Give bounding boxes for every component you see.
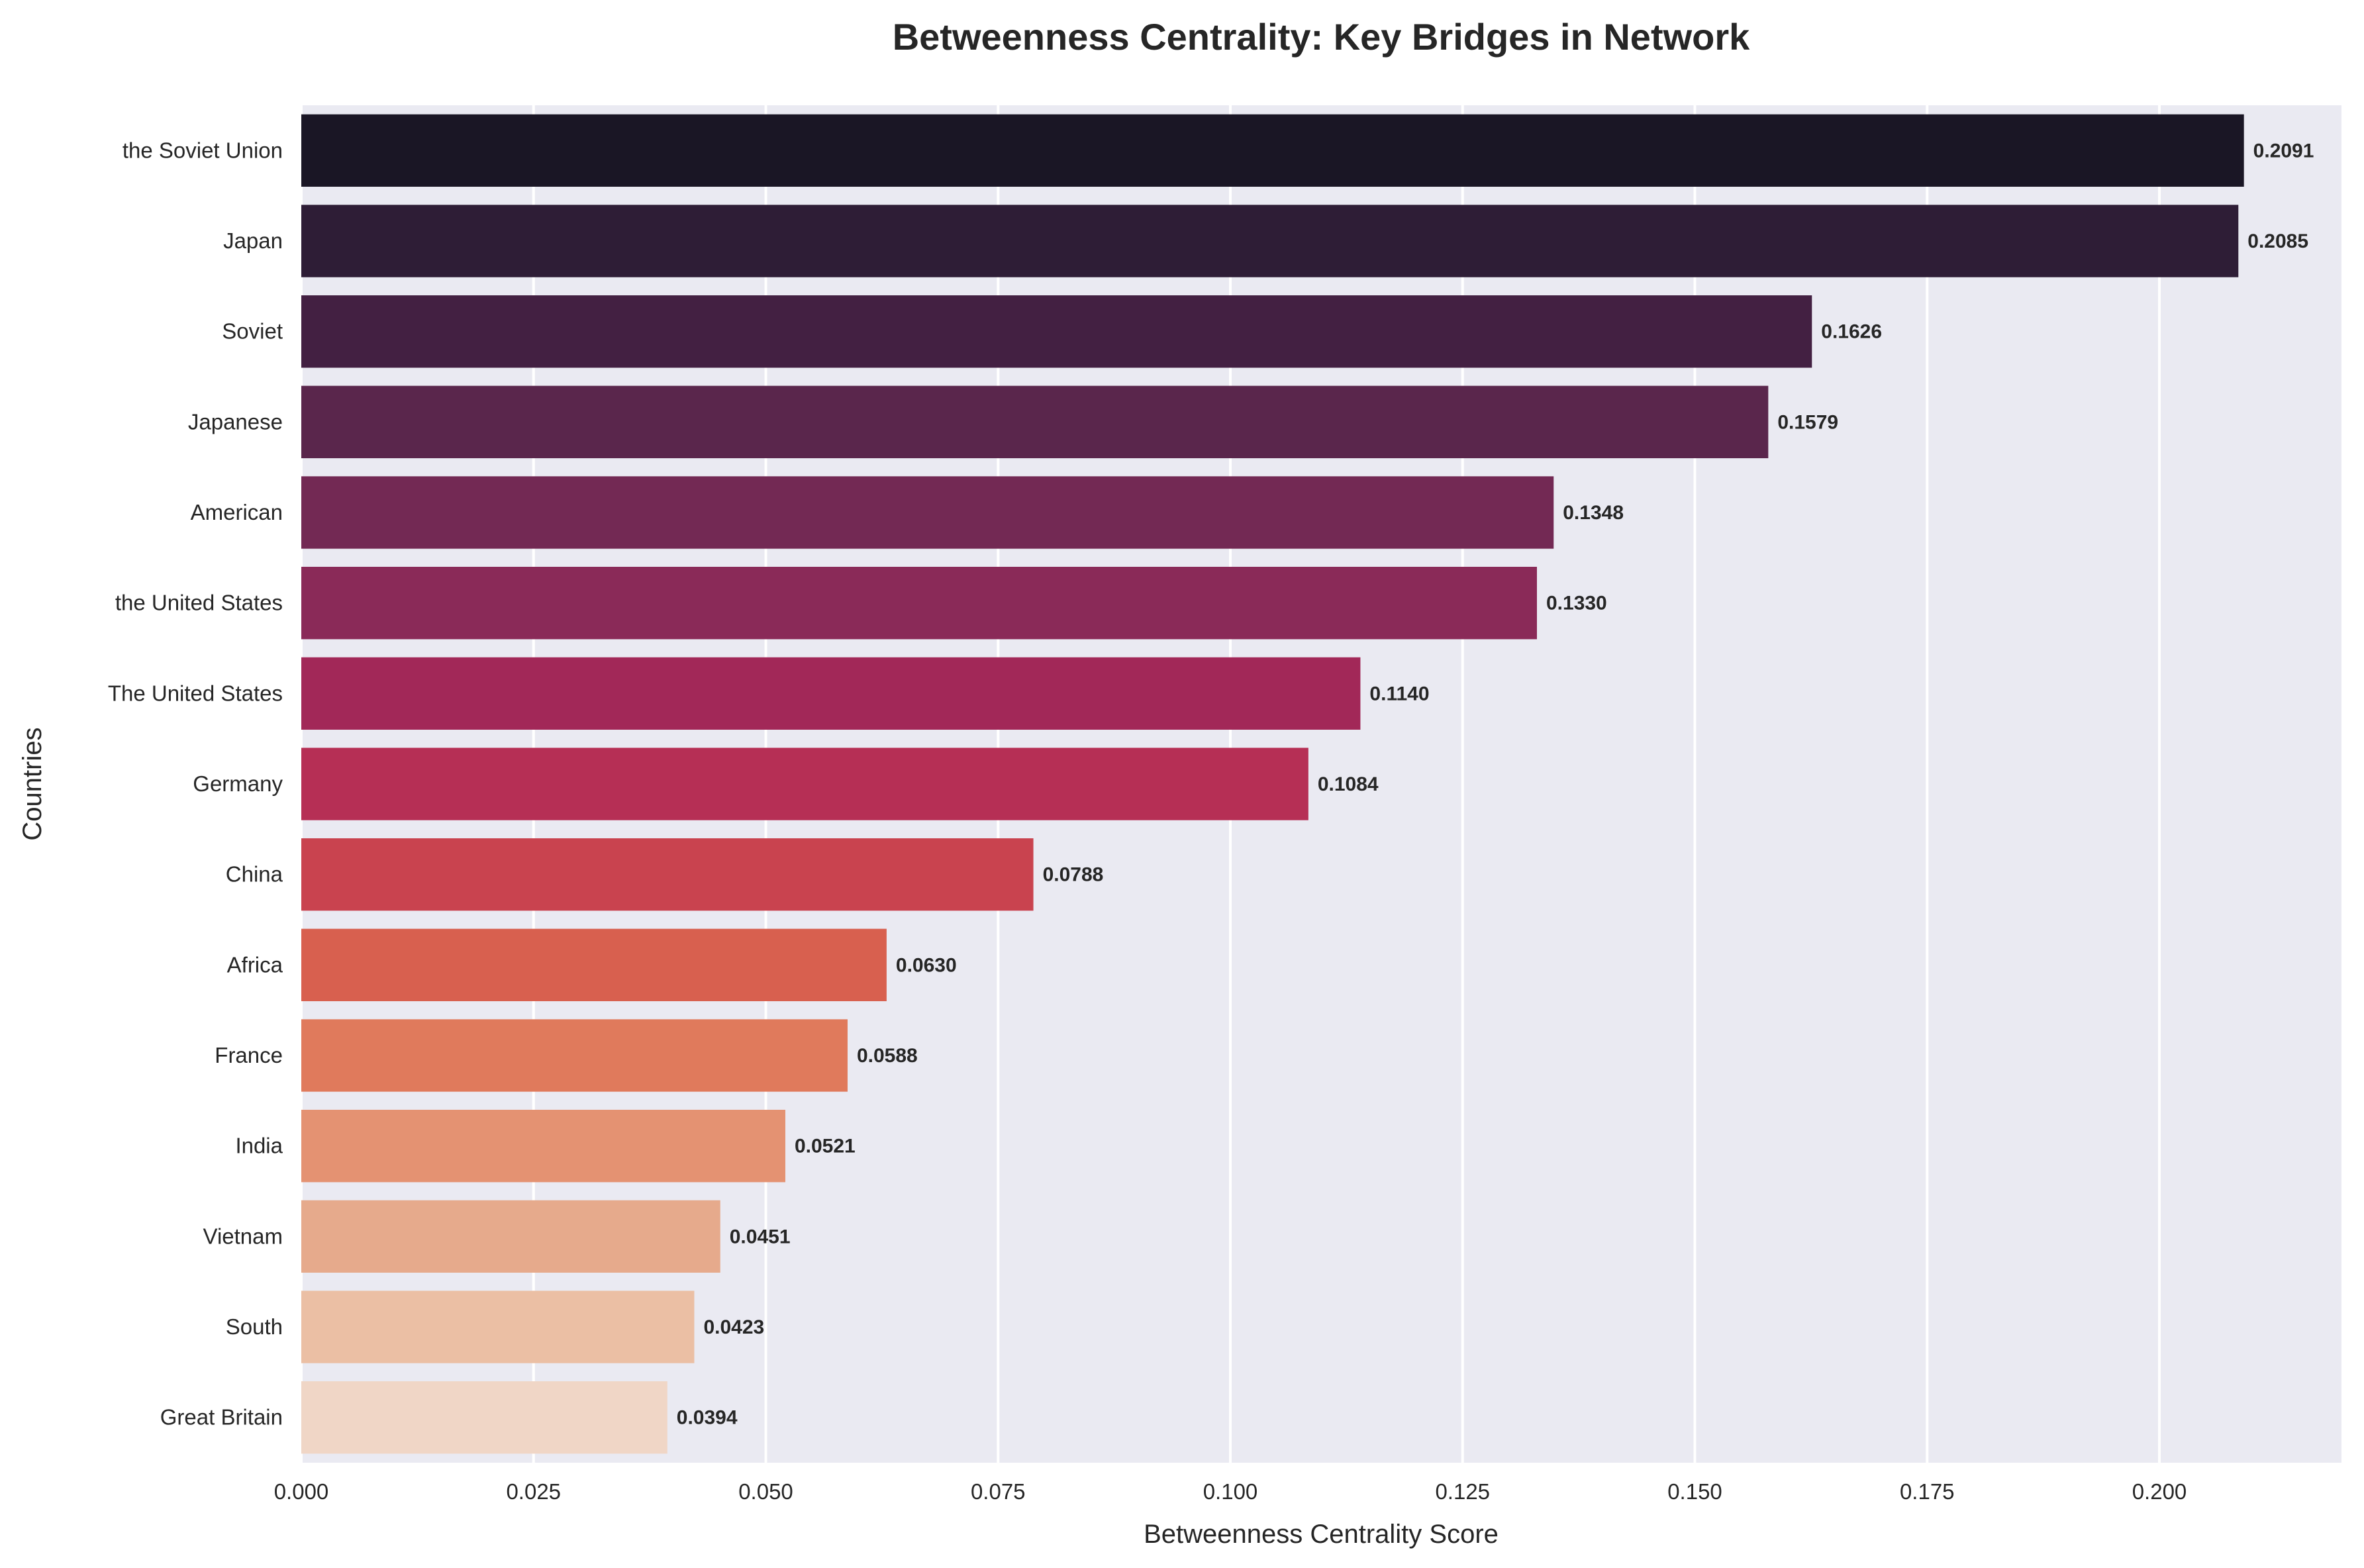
value-label: 0.1140 — [1369, 683, 1429, 705]
y-tick-label: American — [191, 500, 283, 524]
bar — [301, 1291, 695, 1363]
x-tick-label: 0.075 — [971, 1479, 1026, 1504]
x-tick-label: 0.050 — [738, 1479, 793, 1504]
bar — [301, 1110, 785, 1183]
value-label: 0.1626 — [1821, 321, 1882, 343]
y-tick-label: Africa — [227, 952, 283, 977]
bar — [301, 476, 1554, 549]
x-tick-label: 0.175 — [1900, 1479, 1955, 1504]
value-label: 0.1330 — [1546, 593, 1607, 614]
x-tick-label: 0.025 — [506, 1479, 561, 1504]
bar — [301, 748, 1308, 820]
y-tick-label: Great Britain — [160, 1405, 283, 1430]
bar — [301, 205, 2239, 277]
y-tick-label: Germany — [193, 771, 283, 796]
bar — [301, 657, 1361, 730]
y-tick-label: South — [226, 1314, 283, 1339]
y-tick-label: France — [215, 1043, 283, 1067]
bar — [301, 295, 1812, 368]
value-label: 0.0451 — [730, 1226, 791, 1248]
bar — [301, 114, 2244, 187]
bar — [301, 928, 887, 1001]
value-label: 0.0630 — [896, 954, 957, 976]
bar — [301, 1019, 848, 1092]
x-tick-label: 0.200 — [2132, 1479, 2187, 1504]
y-tick-label: China — [226, 862, 283, 887]
value-label: 0.2091 — [2253, 140, 2314, 162]
y-tick-label: India — [235, 1134, 283, 1158]
chart-title: Betweenness Centrality: Key Bridges in N… — [893, 16, 1750, 58]
x-tick-label: 0.125 — [1435, 1479, 1490, 1504]
x-tick-label: 0.150 — [1667, 1479, 1722, 1504]
bar — [301, 838, 1034, 911]
x-tick-label: 0.000 — [274, 1479, 329, 1504]
bar — [301, 385, 1769, 458]
y-tick-label: the Soviet Union — [123, 138, 283, 162]
x-axis-label: Betweenness Centrality Score — [1144, 1520, 1499, 1549]
value-label: 0.1084 — [1318, 773, 1379, 795]
bar — [301, 567, 1537, 640]
value-label: 0.0521 — [795, 1136, 856, 1157]
y-tick-label: Japan — [223, 228, 283, 253]
y-tick-label: Japanese — [188, 409, 283, 434]
bar — [301, 1381, 667, 1454]
y-tick-label: Soviet — [222, 319, 283, 344]
y-axis-label: Countries — [18, 727, 47, 840]
y-tick-label: The United States — [108, 681, 283, 705]
bar — [301, 1200, 720, 1273]
value-label: 0.0588 — [857, 1045, 918, 1067]
value-label: 0.0788 — [1043, 864, 1104, 886]
value-label: 0.2085 — [2247, 230, 2308, 252]
value-label: 0.0394 — [677, 1407, 738, 1429]
y-tick-label: the United States — [115, 591, 283, 615]
value-label: 0.1348 — [1563, 502, 1624, 524]
y-tick-label: Vietnam — [203, 1224, 283, 1248]
value-label: 0.0423 — [703, 1316, 764, 1338]
value-label: 0.1579 — [1777, 411, 1838, 433]
x-tick-label: 0.100 — [1203, 1479, 1258, 1504]
